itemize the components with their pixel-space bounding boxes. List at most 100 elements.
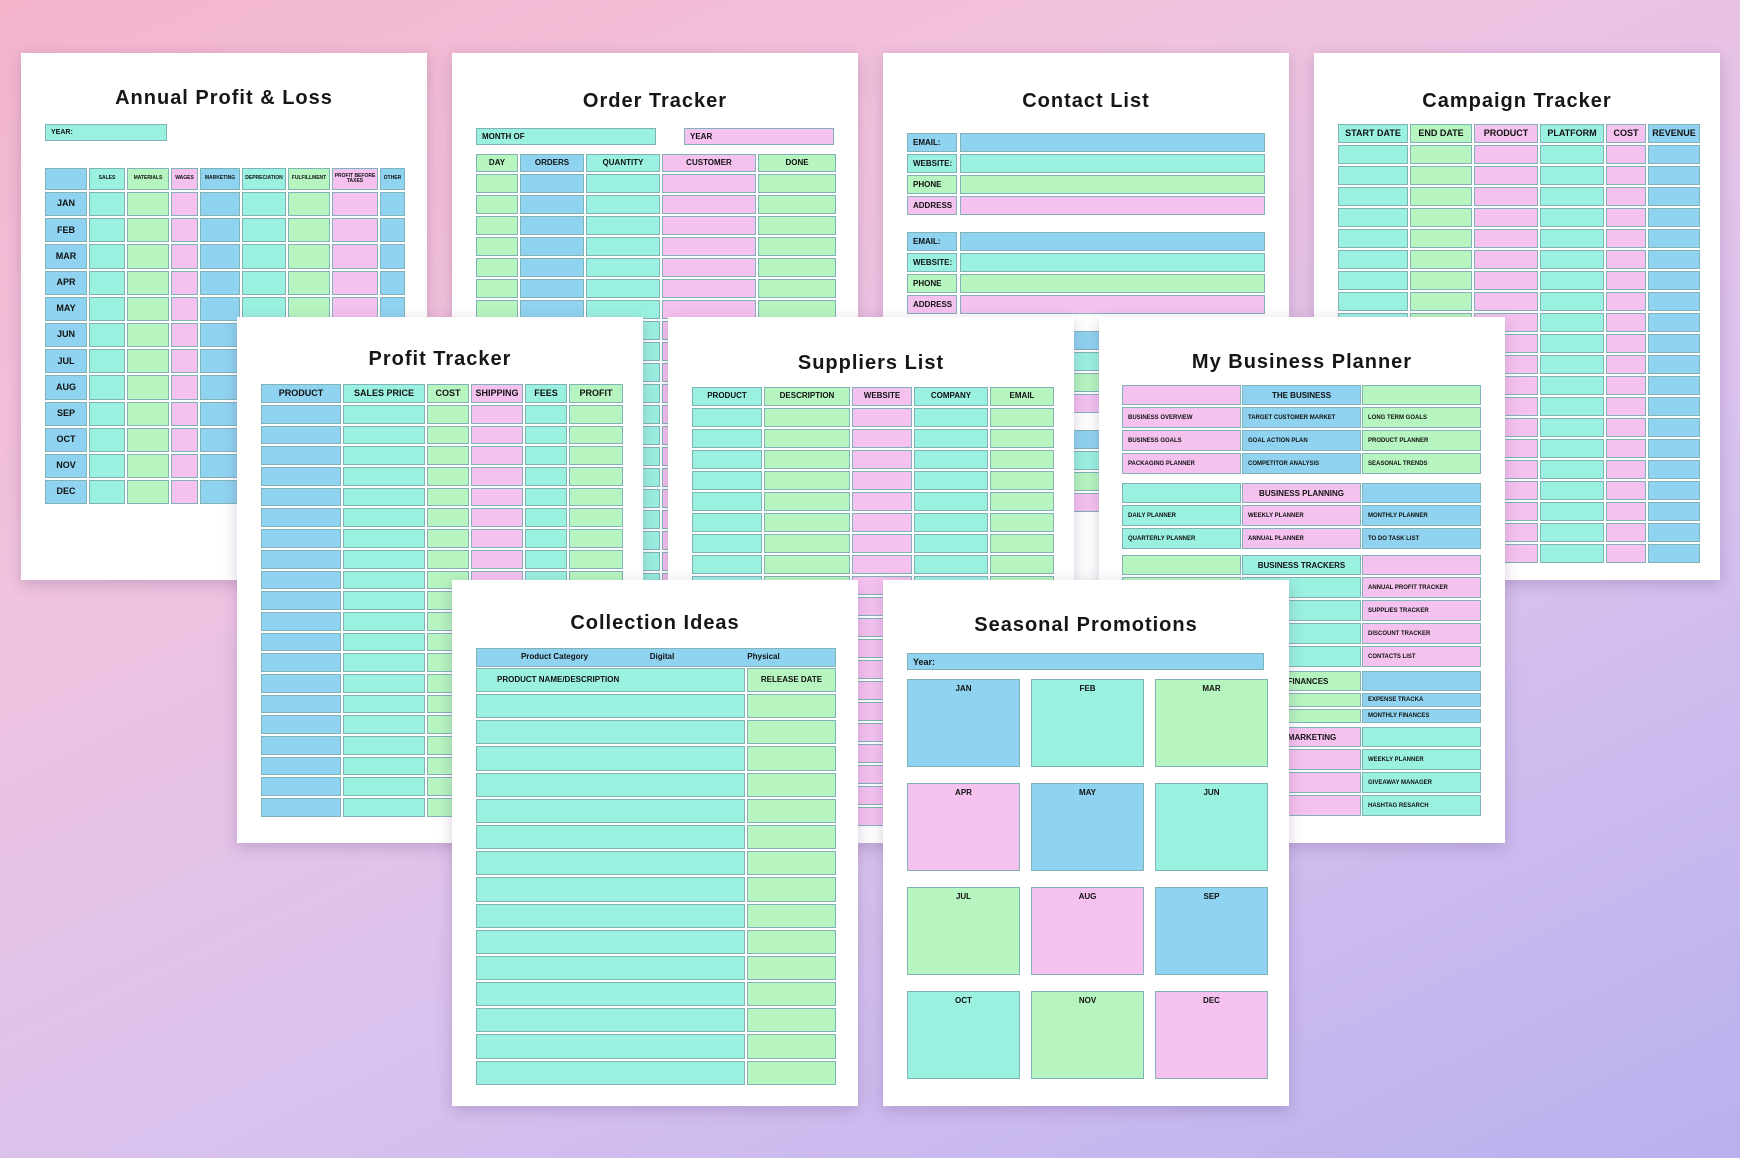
table-cell[interactable] (127, 375, 169, 400)
table-cell[interactable] (427, 446, 469, 466)
table-cell[interactable] (261, 694, 341, 714)
planner-link[interactable]: GOAL ACTION PLAN (1242, 430, 1361, 451)
table-cell[interactable] (261, 777, 341, 797)
table-cell[interactable] (1648, 460, 1700, 479)
table-cell[interactable] (261, 570, 341, 590)
table-cell[interactable] (1648, 544, 1700, 563)
table-cell[interactable] (747, 746, 836, 771)
table-cell[interactable] (171, 270, 198, 295)
table-cell[interactable] (343, 798, 425, 817)
table-cell[interactable] (764, 513, 850, 532)
table-cell[interactable] (1606, 355, 1646, 374)
contact-field-input[interactable] (960, 274, 1265, 293)
table-cell[interactable] (427, 549, 469, 569)
table-cell[interactable] (758, 237, 836, 256)
table-cell[interactable] (852, 450, 912, 469)
table-cell[interactable] (1540, 376, 1604, 395)
table-cell[interactable] (89, 401, 125, 426)
table-cell[interactable] (171, 192, 198, 217)
table-cell[interactable] (1540, 544, 1604, 563)
table-cell[interactable] (1648, 187, 1700, 206)
table-cell[interactable] (1540, 418, 1604, 437)
table-cell[interactable] (747, 1060, 836, 1085)
table-cell[interactable] (852, 492, 912, 511)
table-cell[interactable] (380, 270, 405, 295)
table-cell[interactable] (1474, 166, 1538, 185)
table-cell[interactable] (343, 405, 425, 424)
planner-link[interactable]: COMPETITOR ANALYSIS (1242, 453, 1361, 474)
table-cell[interactable] (89, 349, 125, 374)
table-cell[interactable] (1606, 187, 1646, 206)
table-cell[interactable] (1474, 208, 1538, 227)
table-cell[interactable] (569, 487, 623, 507)
table-cell[interactable] (1648, 229, 1700, 248)
month-tile[interactable]: JUN (1155, 783, 1268, 871)
table-cell[interactable] (476, 1034, 745, 1059)
table-cell[interactable] (692, 513, 762, 532)
table-cell[interactable] (990, 471, 1054, 490)
table-cell[interactable] (586, 195, 660, 214)
table-cell[interactable] (764, 408, 850, 427)
table-cell[interactable] (343, 777, 425, 797)
table-cell[interactable] (476, 955, 745, 981)
table-cell[interactable] (343, 673, 425, 693)
table-cell[interactable] (586, 174, 660, 193)
table-cell[interactable] (1648, 523, 1700, 542)
table-cell[interactable] (261, 632, 341, 652)
table-cell[interactable] (476, 772, 745, 797)
table-cell[interactable] (1648, 376, 1700, 395)
table-cell[interactable] (261, 611, 341, 631)
month-tile[interactable]: FEB (1031, 679, 1144, 767)
planner-link[interactable]: BUSINESS GOALS (1122, 430, 1241, 451)
table-cell[interactable] (764, 492, 850, 511)
table-cell[interactable] (520, 195, 584, 214)
table-cell[interactable] (261, 591, 341, 610)
table-cell[interactable] (1606, 502, 1646, 521)
month-tile[interactable]: MAR (1155, 679, 1268, 767)
table-cell[interactable] (1410, 166, 1472, 185)
table-cell[interactable] (127, 244, 169, 269)
table-cell[interactable] (343, 756, 425, 776)
table-cell[interactable] (332, 218, 378, 243)
table-cell[interactable] (476, 174, 518, 193)
table-cell[interactable] (1540, 187, 1604, 206)
table-cell[interactable] (852, 534, 912, 553)
table-cell[interactable] (261, 425, 341, 445)
table-cell[interactable] (662, 279, 756, 298)
header-corner[interactable] (45, 168, 87, 190)
table-cell[interactable] (586, 279, 660, 298)
table-cell[interactable] (343, 467, 425, 486)
table-cell[interactable] (343, 591, 425, 610)
table-cell[interactable] (586, 216, 660, 235)
month-tile[interactable]: APR (907, 783, 1020, 871)
table-cell[interactable] (1540, 481, 1604, 500)
table-cell[interactable] (764, 429, 850, 448)
table-cell[interactable] (1648, 397, 1700, 416)
planner-link[interactable]: QUARTERLY PLANNER (1122, 528, 1241, 549)
table-cell[interactable] (692, 534, 762, 553)
table-cell[interactable] (747, 694, 836, 719)
table-cell[interactable] (127, 218, 169, 243)
table-cell[interactable] (1648, 502, 1700, 521)
table-cell[interactable] (261, 549, 341, 569)
table-cell[interactable] (471, 508, 523, 528)
table-cell[interactable] (127, 349, 169, 374)
table-cell[interactable] (89, 270, 125, 295)
month-tile[interactable]: SEP (1155, 887, 1268, 975)
table-cell[interactable] (747, 720, 836, 745)
table-cell[interactable] (662, 216, 756, 235)
table-cell[interactable] (261, 673, 341, 693)
table-cell[interactable] (200, 270, 240, 295)
table-cell[interactable] (476, 851, 745, 876)
table-cell[interactable] (747, 955, 836, 981)
planner-link[interactable]: MONTHLY FINANCES (1362, 709, 1481, 723)
table-cell[interactable] (758, 195, 836, 214)
table-cell[interactable] (1648, 145, 1700, 164)
table-cell[interactable] (471, 467, 523, 486)
table-cell[interactable] (662, 258, 756, 277)
table-cell[interactable] (1606, 250, 1646, 269)
table-cell[interactable] (1606, 313, 1646, 332)
table-cell[interactable] (476, 694, 745, 719)
table-cell[interactable] (332, 244, 378, 269)
table-cell[interactable] (200, 244, 240, 269)
